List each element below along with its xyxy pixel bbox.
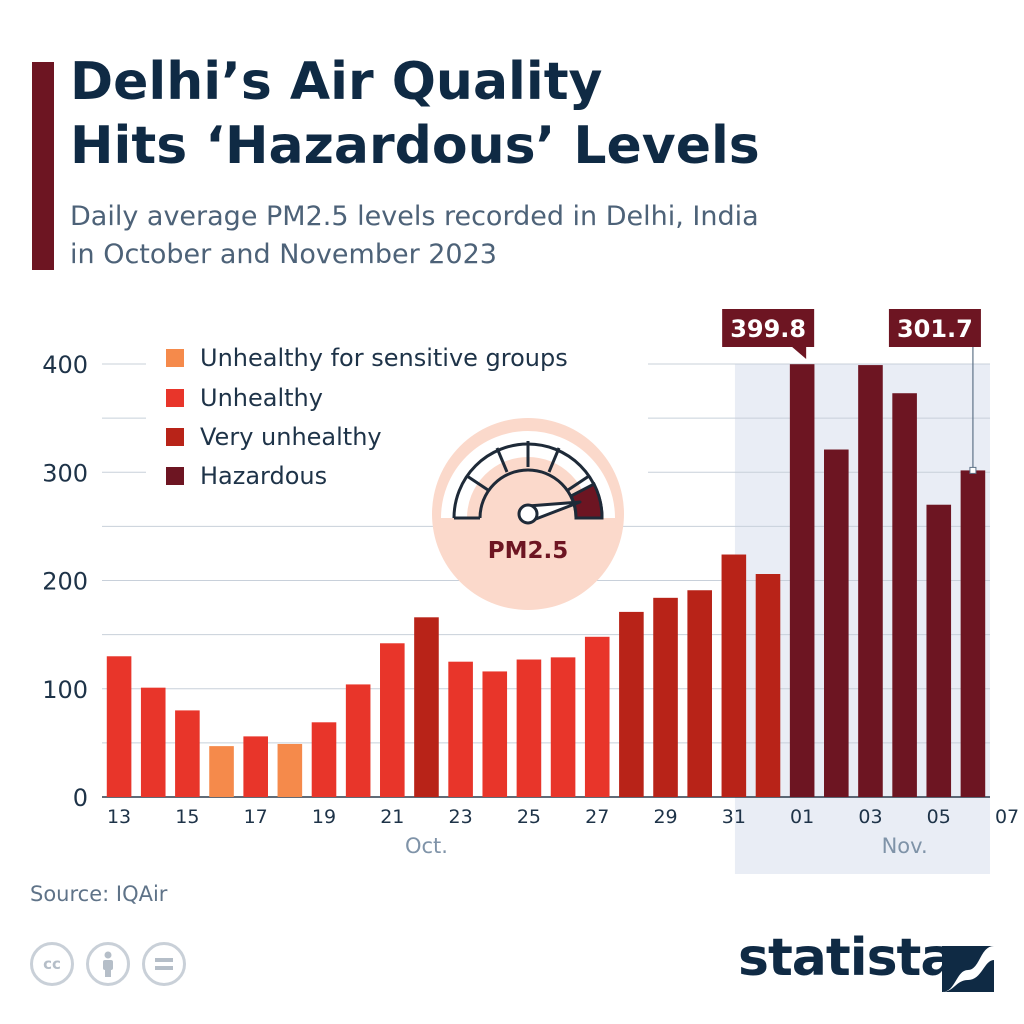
x-tick-label: 07: [995, 806, 1019, 828]
bar: [516, 659, 542, 797]
bar: [892, 393, 917, 797]
callout-box: [722, 309, 815, 347]
legend-swatch: [166, 349, 184, 367]
subtitle: Daily average PM2.5 levels recorded in D…: [70, 198, 970, 274]
y-tick-label: 300: [42, 459, 88, 487]
bar: [243, 736, 268, 797]
bar: [345, 684, 371, 797]
x-tick-label: 23: [449, 806, 473, 828]
bar: [824, 449, 849, 797]
subtitle-line-2: in October and November 2023: [70, 239, 497, 270]
x-tick-label: 31: [722, 806, 746, 828]
legend-item-unhealthy: Unhealthy: [166, 381, 323, 415]
page-title: Delhi’s Air Quality Hits ‘Hazardous’ Lev…: [70, 50, 760, 178]
statista-logo-icon: [942, 946, 994, 992]
legend-swatch: [166, 467, 184, 485]
legend-item-hazardous: Hazardous: [166, 459, 327, 493]
x-tick-label: 17: [244, 806, 268, 828]
legend-label: Hazardous: [200, 462, 328, 490]
legend-swatch: [166, 389, 184, 407]
legend-label: Unhealthy: [200, 384, 323, 412]
bar: [755, 574, 781, 797]
bar: [721, 554, 747, 797]
x-tick-label: 13: [107, 806, 131, 828]
month-label: Oct.: [405, 834, 448, 858]
x-tick-label: 21: [380, 806, 404, 828]
bar: [209, 746, 234, 797]
month-label: Nov.: [882, 834, 928, 858]
subtitle-line-1: Daily average PM2.5 levels recorded in D…: [70, 201, 759, 232]
legend-item-very-unhealthy: Very unhealthy: [166, 420, 382, 454]
y-tick-label: 400: [42, 351, 88, 379]
legend-label: Very unhealthy: [200, 423, 382, 451]
title-accent-bar: [32, 62, 54, 270]
x-tick-label: 05: [927, 806, 951, 828]
x-tick-label: 15: [175, 806, 199, 828]
bar: [584, 636, 610, 797]
bar: [550, 657, 576, 797]
bar: [311, 722, 337, 797]
y-tick-label: 200: [42, 568, 88, 596]
license-icons: cc: [30, 942, 186, 986]
bar: [653, 597, 678, 797]
bar: [414, 617, 439, 797]
callout-pointer: [792, 347, 807, 359]
x-tick-label: 03: [858, 806, 882, 828]
y-tick-label: 100: [42, 676, 88, 704]
bar: [960, 470, 986, 797]
x-tick-label: 01: [790, 806, 814, 828]
bar: [277, 743, 303, 797]
bar: [687, 590, 712, 797]
y-tick-label: 0: [73, 784, 88, 812]
source-note: Source: IQAir: [30, 882, 168, 906]
title-line-1: Delhi’s Air Quality: [70, 52, 603, 112]
cc-icon[interactable]: cc: [30, 942, 74, 986]
nd-icon[interactable]: [142, 942, 186, 986]
gauge-icon: PM2.5: [432, 418, 624, 610]
bar: [448, 661, 473, 797]
x-tick-label: 25: [517, 806, 541, 828]
bar: [789, 364, 815, 797]
callout-box: [888, 309, 981, 347]
bar: [619, 611, 644, 797]
legend-label: Unhealthy for sensitive groups: [200, 344, 568, 372]
bar: [926, 504, 952, 797]
bar: [858, 365, 883, 797]
by-icon[interactable]: [86, 942, 130, 986]
legend-swatch: [166, 428, 184, 446]
callout-marker: [969, 466, 977, 474]
title-line-2: Hits ‘Hazardous’ Levels: [70, 116, 760, 176]
bar: [380, 643, 405, 797]
callout-label: 301.7: [897, 315, 973, 343]
brand-logo-text[interactable]: statista: [738, 928, 955, 988]
gauge-label: PM2.5: [488, 538, 569, 564]
callout-label: 399.8: [730, 315, 806, 343]
x-tick-label: 27: [585, 806, 609, 828]
x-tick-label: 19: [312, 806, 336, 828]
bar: [140, 687, 166, 797]
bar: [482, 671, 508, 797]
legend-item-sensitive: Unhealthy for sensitive groups: [166, 341, 568, 375]
bar: [106, 656, 132, 797]
bar: [175, 710, 200, 797]
x-tick-label: 29: [653, 806, 677, 828]
